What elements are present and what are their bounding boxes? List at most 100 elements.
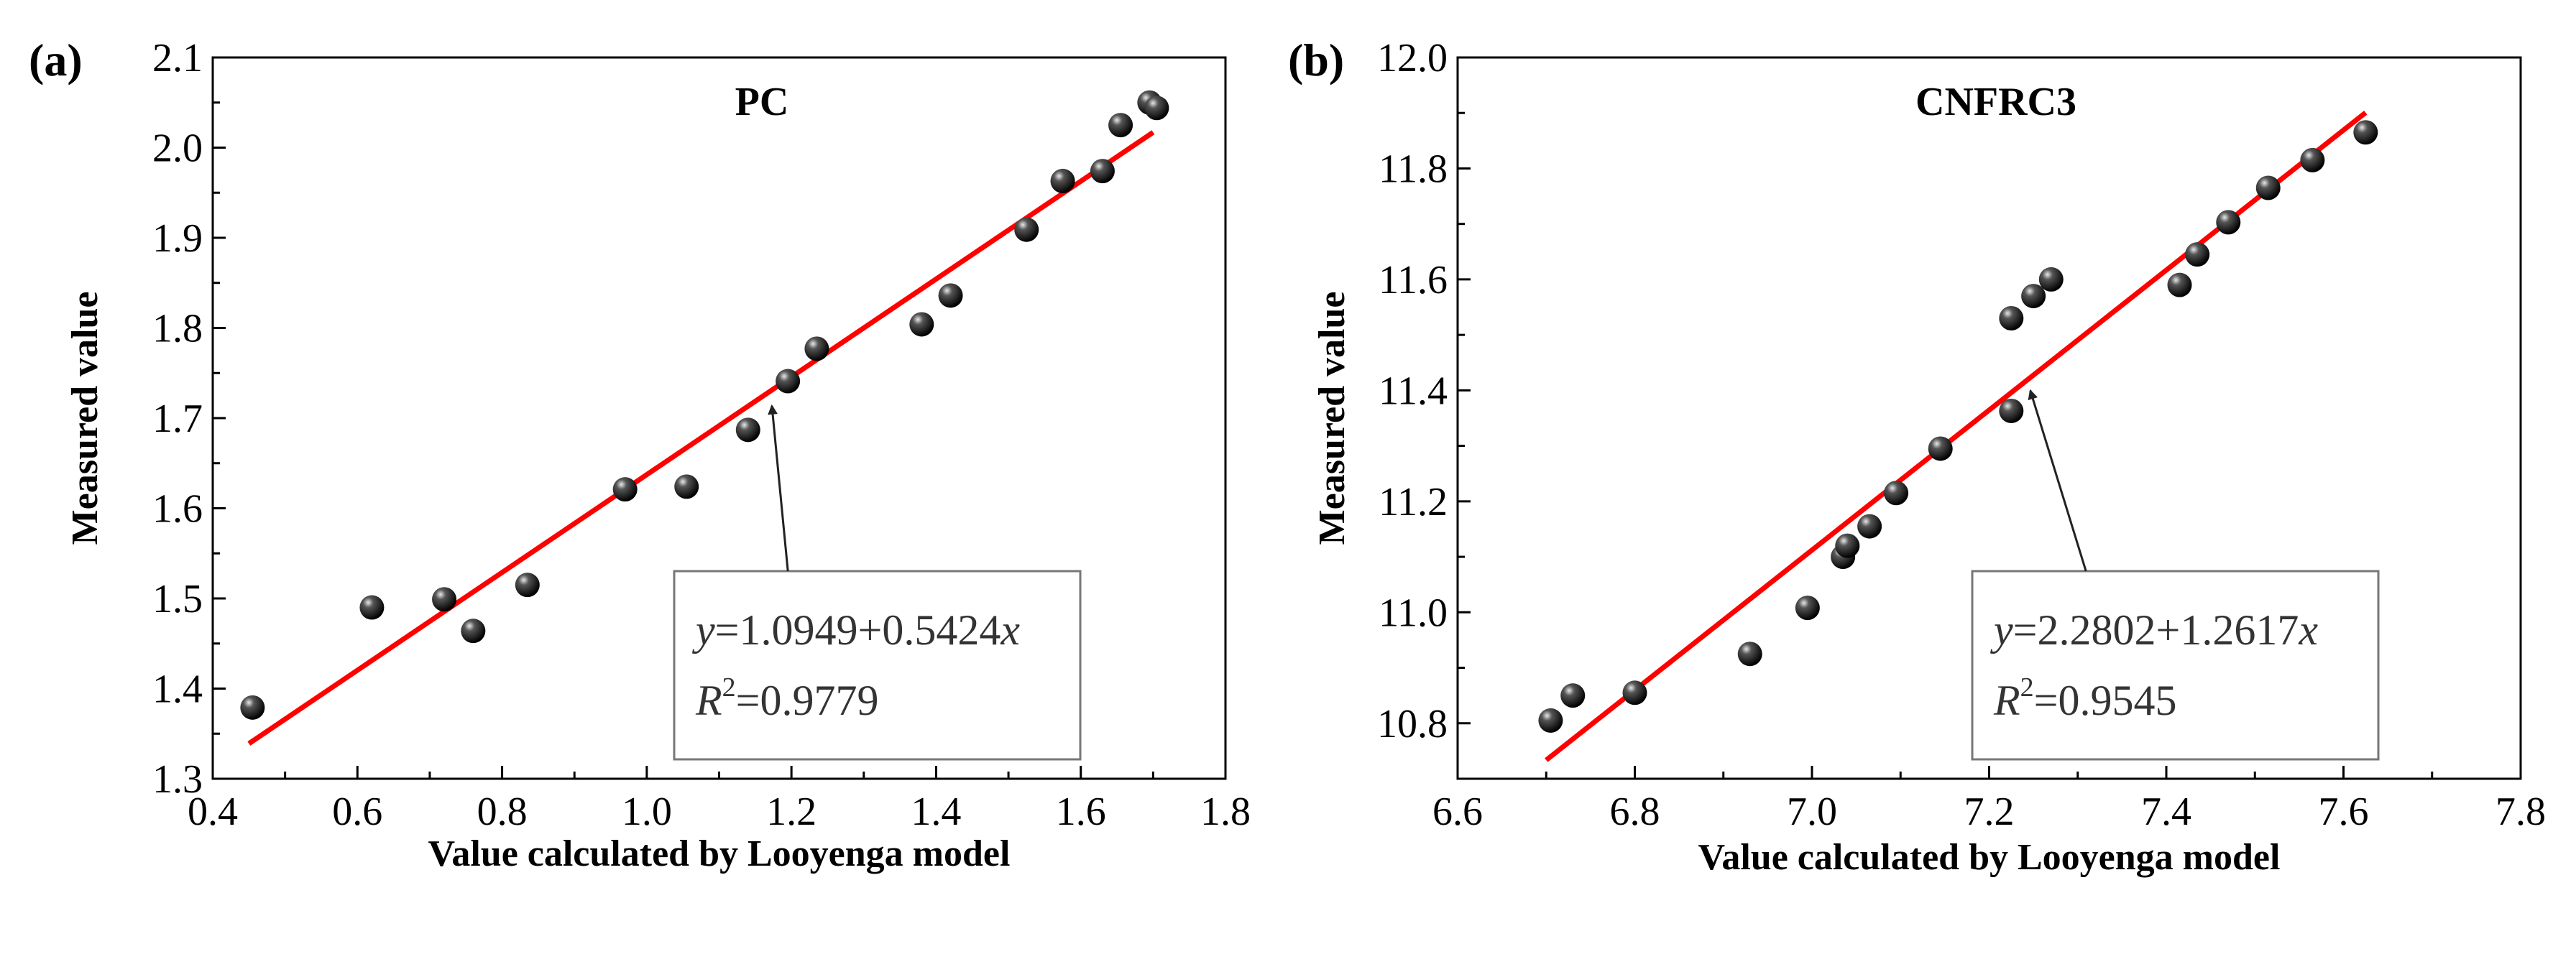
data-point — [909, 312, 934, 337]
data-point — [735, 417, 760, 443]
data-point — [515, 573, 540, 598]
data-point — [1538, 708, 1563, 733]
x-tick-label: 1.8 — [1200, 790, 1251, 834]
x-tick-label: 1.6 — [1056, 790, 1106, 834]
data-point — [1999, 398, 2024, 423]
annotation-arrow — [2028, 389, 2087, 572]
x-tick-label: 0.6 — [332, 790, 382, 834]
data-point — [1108, 113, 1133, 138]
data-point — [1999, 305, 2024, 330]
y-axis-title: Measured value — [1312, 292, 1353, 545]
y-tick-label: 1.8 — [152, 307, 203, 351]
y-tick-label: 10.8 — [1377, 702, 1448, 746]
r2-sup: 2 — [2020, 672, 2034, 703]
panel-label: (b) — [1288, 34, 1344, 85]
r-squared: R2=0.9779 — [695, 672, 879, 724]
y-tick-label: 1.5 — [152, 577, 203, 621]
x-tick-label: 1.4 — [911, 790, 961, 834]
panel-label: (a) — [29, 34, 83, 85]
x-tick-label: 7.6 — [2319, 790, 2369, 834]
data-point — [1560, 683, 1586, 708]
x-tick-label: 6.8 — [1610, 790, 1660, 834]
data-point — [2353, 120, 2378, 145]
eq-y: y — [1990, 606, 2013, 654]
y-axis-title: Measured value — [65, 292, 106, 545]
r2-value: =0.9779 — [736, 677, 879, 724]
data-point — [432, 587, 457, 612]
chart-title: PC — [735, 80, 789, 124]
x-axis-title: Value calculated by Looyenga model — [1698, 837, 2281, 878]
y-tick-label: 2.1 — [152, 36, 203, 80]
eq-body: =1.0949+0.5424 — [715, 606, 1001, 654]
r2-value: =0.9545 — [2034, 677, 2177, 724]
data-point — [1928, 436, 1953, 461]
data-point — [776, 369, 801, 394]
x-tick-label: 7.8 — [2496, 790, 2546, 834]
eq-body: =2.2802+1.2617 — [2013, 606, 2299, 654]
x-tick-label: 7.4 — [2141, 790, 2191, 834]
y-tick-label: 11.6 — [1379, 258, 1448, 302]
data-point — [938, 283, 963, 308]
data-point — [2185, 242, 2210, 267]
y-tick-label: 12.0 — [1377, 36, 1448, 80]
data-point — [1835, 533, 1860, 558]
panel-b: 6.6 6.8 7.0 7.2 7.4 7.6 7.8 10.8 11.0 11.2 11.4 11.… — [1288, 0, 2576, 968]
data-point — [1884, 481, 1909, 506]
y-tick-label: 11.8 — [1379, 147, 1448, 191]
x-tick-label: 0.4 — [188, 790, 238, 834]
x-tick-label: 1.0 — [622, 790, 672, 834]
eq-y: y — [691, 606, 715, 654]
data-point — [1737, 642, 1762, 667]
data-point — [612, 477, 638, 502]
data-point — [2300, 147, 2325, 172]
y-tick-label: 1.7 — [152, 397, 203, 441]
data-point — [1090, 159, 1115, 184]
annotation-arrow — [768, 404, 789, 572]
data-point — [2038, 267, 2064, 292]
data-point — [1857, 514, 1882, 539]
data-point — [359, 595, 385, 620]
data-point — [2216, 210, 2241, 235]
y-tick-label: 11.0 — [1379, 591, 1448, 635]
y-tick-label: 2.0 — [152, 126, 203, 171]
data-point — [2255, 175, 2281, 200]
fit-line — [247, 130, 1155, 746]
fit-equation: y=2.2802+1.2617x — [1990, 606, 2318, 654]
fit-equation: y=1.0949+0.5424x — [691, 606, 1020, 654]
chart-a: 0.4 0.6 0.8 1.0 1.2 1.4 1.6 1.8 1.3 1.4 1.5 1.6 1.7 1… — [29, 34, 1251, 874]
r-squared: R2=0.9545 — [1993, 672, 2177, 724]
panel-a: 0.4 0.6 0.8 1.0 1.2 1.4 1.6 1.8 1.3 1.4 1.5 1.6 1.7 1… — [0, 0, 1288, 968]
x-tick-label: 6.6 — [1432, 790, 1483, 834]
r2-label: R — [695, 677, 722, 724]
y-tick-label: 11.4 — [1379, 369, 1448, 413]
x-tick-label: 7.2 — [1964, 790, 2015, 834]
x-tick-label: 1.2 — [766, 790, 816, 834]
data-point — [240, 695, 265, 720]
r2-sup: 2 — [722, 672, 736, 703]
y-tick-label: 1.4 — [152, 667, 203, 712]
y-tick-label: 1.6 — [152, 487, 203, 532]
equation-box — [673, 570, 1082, 761]
data-point — [1795, 596, 1820, 621]
y-tick-label: 1.3 — [152, 757, 203, 802]
data-point — [2021, 284, 2046, 309]
x-axis-title: Value calculated by Looyenga model — [428, 833, 1011, 874]
equation-box — [1971, 570, 2380, 761]
chart-b: 6.6 6.8 7.0 7.2 7.4 7.6 7.8 10.8 11.0 11.2 11.4 11.… — [1288, 34, 2546, 878]
x-tick-label: 7.0 — [1787, 790, 1837, 834]
data-point — [804, 336, 829, 361]
data-point — [1050, 168, 1075, 193]
data-point — [461, 619, 486, 644]
eq-x: x — [2298, 606, 2318, 654]
chart-title: CNFRC3 — [1915, 80, 2076, 124]
data-point — [674, 474, 699, 499]
data-point — [1014, 217, 1039, 242]
y-tick-label: 11.2 — [1379, 480, 1448, 524]
y-tick-label: 1.9 — [152, 216, 203, 261]
data-point — [2167, 272, 2192, 297]
data-point — [1622, 680, 1647, 705]
r2-label: R — [1993, 677, 2020, 724]
x-tick-label: 0.8 — [477, 790, 528, 834]
eq-x: x — [1000, 606, 1020, 654]
